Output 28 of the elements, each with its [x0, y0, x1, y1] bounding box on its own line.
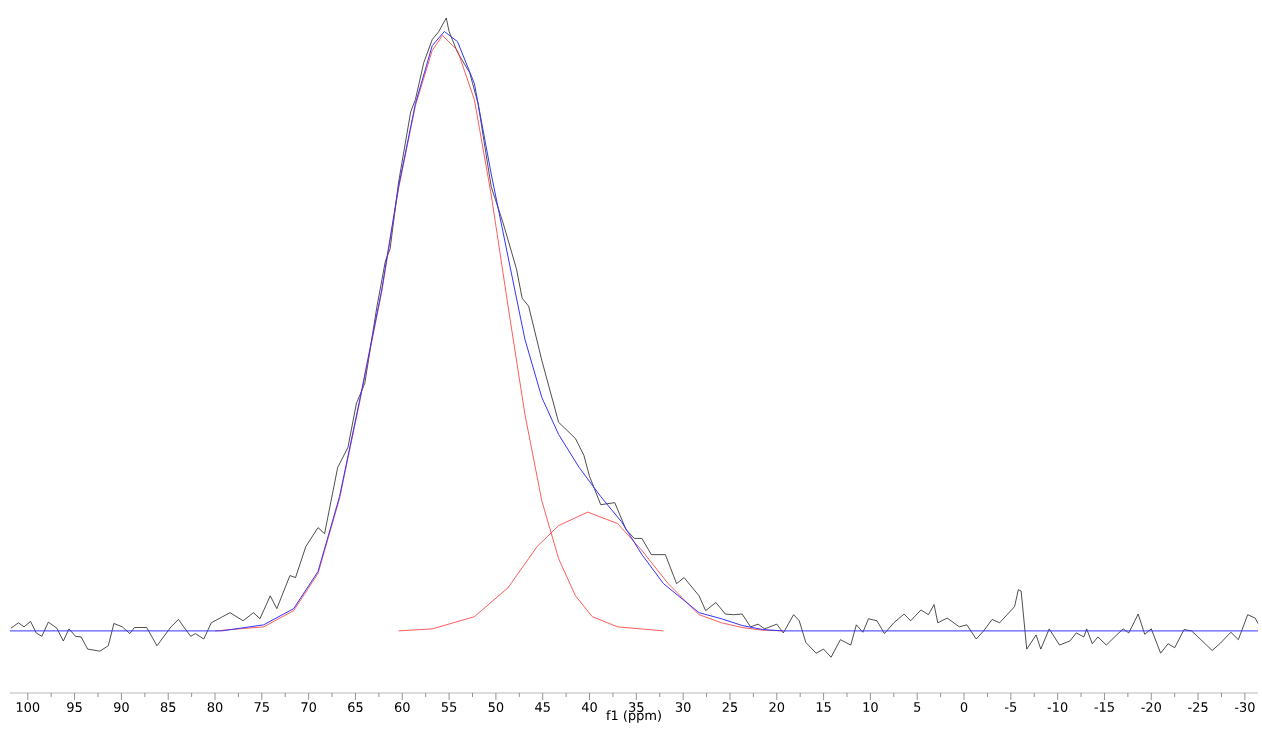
- x-tick-label: -5: [1005, 702, 1017, 712]
- x-tick-label: 0: [960, 702, 968, 712]
- x-tick-label: 75: [254, 702, 269, 712]
- x-tick-label: 65: [348, 702, 363, 712]
- x-tick-label: 25: [722, 702, 738, 712]
- x-tick-label: 85: [160, 702, 176, 712]
- x-tick-label: -20: [1141, 702, 1161, 712]
- x-tick-label: 90: [113, 702, 129, 712]
- x-tick-label: 70: [301, 702, 317, 712]
- x-tick-label: 80: [207, 702, 223, 712]
- x-tick-label: 100: [16, 702, 40, 712]
- x-tick-label: 40: [581, 702, 597, 712]
- x-tick-label: 30: [675, 702, 691, 712]
- x-tick-label: 5: [914, 702, 921, 712]
- x-tick-label: -15: [1094, 702, 1114, 712]
- x-tick-label: 20: [769, 702, 785, 712]
- x-tick-label: 10: [863, 702, 878, 712]
- x-tick-label: 60: [394, 702, 410, 712]
- x-tick-label: 15: [816, 702, 831, 712]
- x-tick-label: -25: [1188, 702, 1208, 712]
- x-tick-label: -10: [1047, 702, 1068, 712]
- x-tick-label: 50: [488, 702, 504, 712]
- x-tick-label: 35: [629, 702, 644, 712]
- x-tick-label: 95: [67, 702, 82, 712]
- x-tick-label: 45: [535, 702, 550, 712]
- x-tick-label: 55: [441, 702, 457, 712]
- x-tick-label: -30: [1234, 702, 1255, 712]
- x-axis-title: f1 (ppm): [606, 710, 661, 723]
